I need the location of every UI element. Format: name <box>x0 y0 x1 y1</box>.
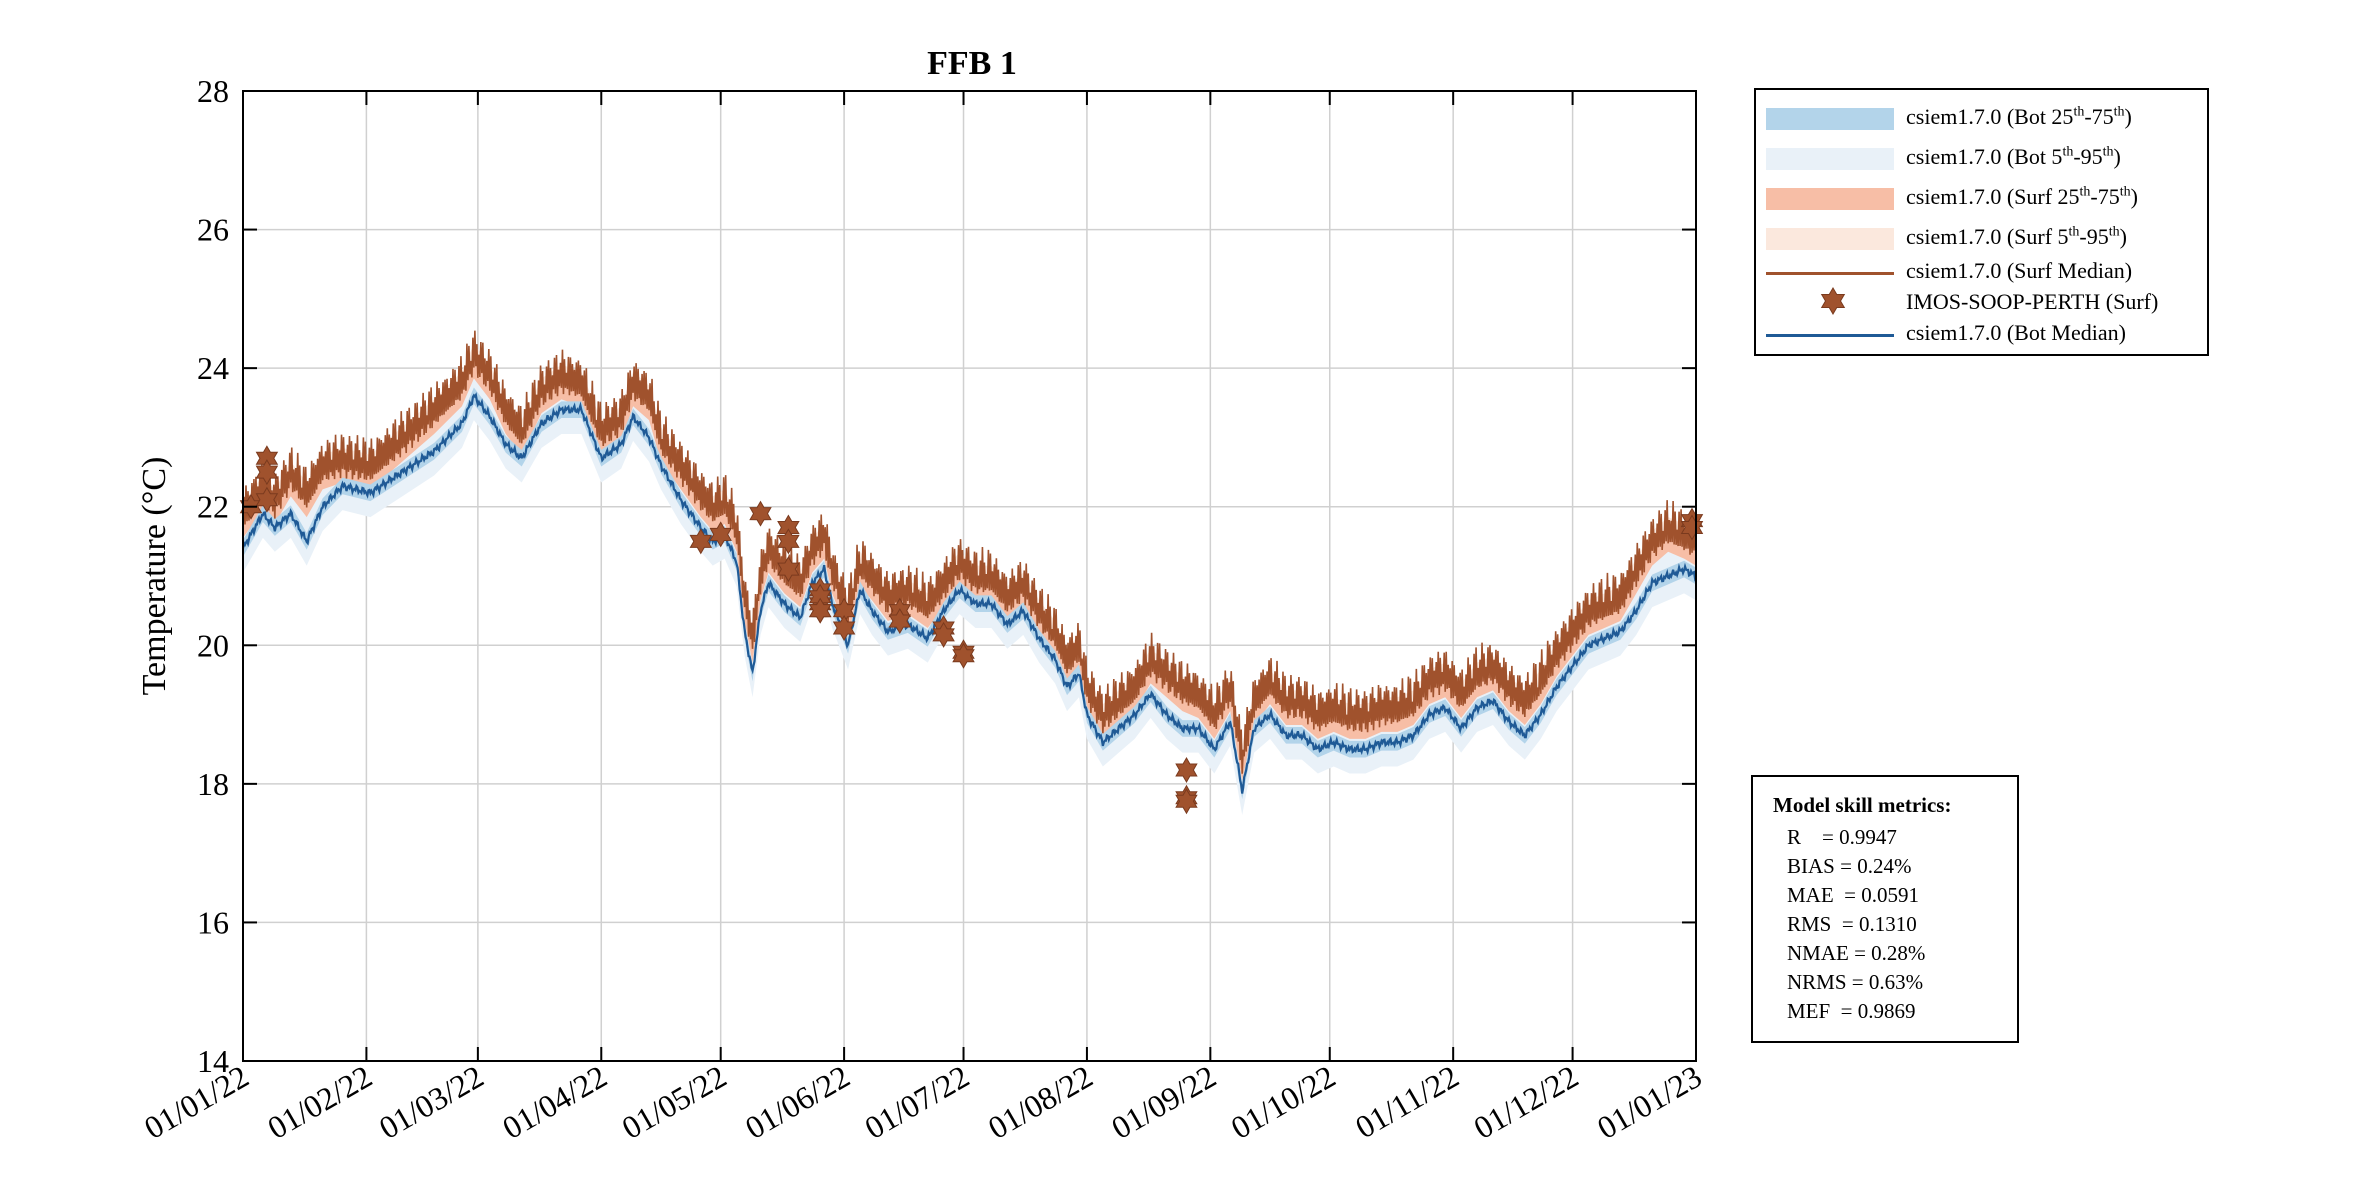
legend-item-bot-median: csiem1.7.0 (Bot Median) <box>1756 312 2207 348</box>
metric-r: R = 0.9947 <box>1787 825 1897 849</box>
legend-item-bot-25-75: csiem1.7.0 (Bot 25th-75th) <box>1756 96 2207 132</box>
metric-rms: RMS = 0.1310 <box>1787 912 1917 936</box>
x-tick-label: 01/10/22 <box>1225 1058 1342 1146</box>
observation-point <box>255 459 279 486</box>
metric-mef: MEF = 0.9869 <box>1787 999 1916 1023</box>
x-tick-label: 01/12/22 <box>1468 1058 1585 1146</box>
x-tick-label: 01/09/22 <box>1105 1058 1222 1146</box>
y-tick-label: 26 <box>197 212 229 248</box>
observation-point <box>749 500 772 527</box>
observation-point <box>888 607 912 634</box>
plot-frame <box>242 90 1697 1062</box>
x-tick-label: 01/07/22 <box>858 1058 975 1146</box>
observation-point <box>1175 788 1198 815</box>
hexagram-marker-icon <box>1820 287 1846 315</box>
legend-line-bot-median <box>1766 334 1894 337</box>
metrics-title: Model skill metrics: <box>1773 793 1952 817</box>
legend-label: csiem1.7.0 (Bot Median) <box>1906 320 2126 345</box>
x-tick-label: 01/06/22 <box>739 1058 856 1146</box>
y-tick-label: 20 <box>197 627 229 663</box>
x-tick-label: 01/05/22 <box>616 1058 733 1146</box>
legend: csiem1.7.0 (Bot 25th-75th) csiem1.7.0 (B… <box>1754 88 2209 356</box>
y-tick-label: 18 <box>197 766 229 802</box>
y-tick-label: 24 <box>197 350 229 386</box>
x-tick-label: 01/03/22 <box>373 1058 490 1146</box>
observation-point <box>689 528 713 555</box>
skill-metrics-box: Model skill metrics: R = 0.9947 BIAS = 0… <box>1751 775 2019 1043</box>
legend-label: csiem1.7.0 (Surf Median) <box>1906 258 2133 283</box>
legend-item-surf-5-95: csiem1.7.0 (Surf 5th-95th) <box>1756 216 2207 252</box>
y-tick-label: 28 <box>197 73 229 109</box>
legend-line-surf-median <box>1766 272 1894 275</box>
y-tick-label: 14 <box>197 1043 229 1079</box>
observation-point <box>1175 756 1198 784</box>
observation-point <box>777 528 800 555</box>
metric-nrms: NRMS = 0.63% <box>1787 970 1924 994</box>
legend-label: csiem1.7.0 (Bot 25th-75th) <box>1906 104 2132 129</box>
observation-markers <box>239 445 1704 815</box>
band-bot-25-75 <box>243 387 1696 800</box>
legend-label: csiem1.7.0 (Surf 5th-95th) <box>1906 224 2127 249</box>
y-tick-label: 16 <box>197 904 229 940</box>
x-tick-label: 01/04/22 <box>496 1058 613 1146</box>
observation-point <box>952 642 975 669</box>
series-line-surf-median <box>242 330 1697 774</box>
legend-item-bot-5-95: csiem1.7.0 (Bot 5th-95th) <box>1756 136 2207 172</box>
legend-swatch-bot-5-95 <box>1766 148 1894 170</box>
observation-point <box>832 615 856 641</box>
observation-point <box>1680 514 1704 541</box>
metric-bias: BIAS = 0.24% <box>1787 854 1912 878</box>
legend-label: IMOS-SOOP-PERTH (Surf) <box>1906 289 2159 314</box>
x-tick-label: 01/01/23 <box>1591 1058 1708 1146</box>
chart-title: FFB 1 <box>927 45 1017 82</box>
x-tick-label: 01/08/22 <box>982 1058 1099 1146</box>
legend-item-surf-median: csiem1.7.0 (Surf Median) <box>1756 250 2207 286</box>
legend-swatch-bot-25-75 <box>1766 108 1894 130</box>
legend-swatch-surf-5-95 <box>1766 228 1894 250</box>
legend-label: csiem1.7.0 (Surf 25th-75th) <box>1906 184 2138 209</box>
series-line-bot-median <box>241 392 1697 794</box>
y-axis-label: Temperature (°C) <box>136 457 173 696</box>
observation-point <box>808 597 832 624</box>
observation-point <box>932 621 955 648</box>
legend-swatch-surf-25-75 <box>1766 188 1894 210</box>
legend-label: csiem1.7.0 (Bot 5th-95th) <box>1906 144 2121 169</box>
x-tick-label: 01/11/22 <box>1349 1058 1465 1145</box>
legend-item-imos-surf: IMOS-SOOP-PERTH (Surf) <box>1756 281 2207 317</box>
series-layer <box>241 330 1697 794</box>
metric-mae: MAE = 0.0591 <box>1787 883 1920 907</box>
legend-item-surf-25-75: csiem1.7.0 (Surf 25th-75th) <box>1756 176 2207 212</box>
observation-point <box>777 556 800 583</box>
observation-point <box>709 521 732 548</box>
metric-nmae: NMAE = 0.28% <box>1787 941 1926 965</box>
x-tick-label: 01/02/22 <box>261 1058 378 1146</box>
observation-point <box>255 486 279 513</box>
y-tick-label: 22 <box>197 489 229 525</box>
